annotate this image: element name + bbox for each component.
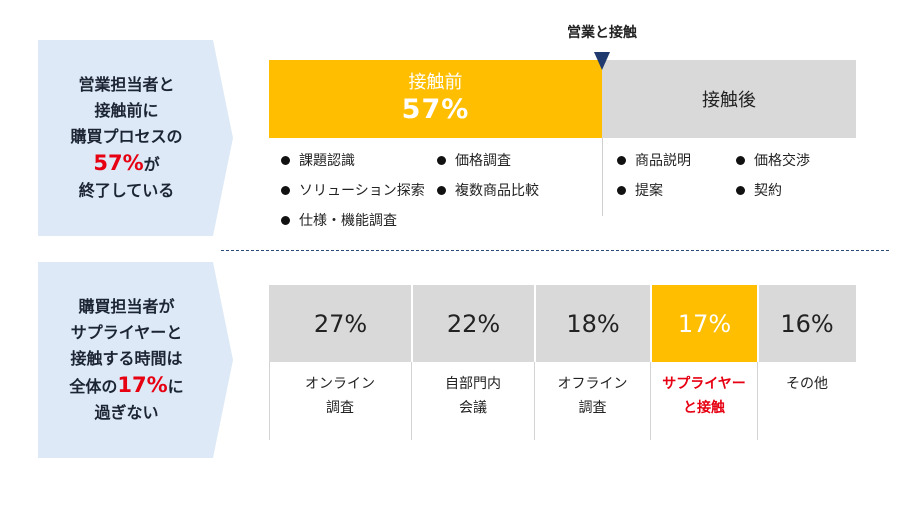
time-label-line: と接触	[651, 396, 757, 420]
bullet-icon	[736, 186, 745, 195]
after-item-label: 価格交渉	[754, 150, 810, 170]
before-item: 課題認識	[281, 150, 355, 170]
before-contact-title: 接触前	[269, 68, 602, 94]
summary-prefix: 全体の	[69, 377, 117, 396]
after-item: 価格交渉	[736, 150, 810, 170]
time-column: 27% オンライン 調査	[269, 285, 412, 440]
bullet-icon	[437, 186, 446, 195]
after-contact-title: 接触後	[702, 86, 756, 112]
before-item-label: 価格調査	[455, 150, 511, 170]
after-item: 提案	[617, 180, 663, 200]
time-column-supplier-contact: 17% サプライヤー と接触	[651, 285, 758, 440]
before-item: 価格調査	[437, 150, 511, 170]
sales-contact-label: 営業と接触	[540, 22, 664, 42]
bullet-icon	[281, 156, 290, 165]
bullet-icon	[281, 216, 290, 225]
time-label-line: その他	[758, 372, 856, 396]
bullet-icon	[736, 156, 745, 165]
time-percent: 27%	[269, 285, 412, 362]
after-item-label: 提案	[635, 180, 663, 200]
highlight-percent: 17%	[117, 373, 167, 397]
column-separator	[757, 285, 759, 362]
contact-point-marker-icon	[594, 52, 610, 70]
time-label-line: オフライン	[535, 372, 650, 396]
summary-line: サプライヤーと	[69, 320, 183, 346]
after-contact-block: 接触後	[602, 60, 856, 138]
summary-line: 接触前に	[70, 98, 182, 124]
after-item-label: 契約	[754, 180, 782, 200]
time-label-line: オンライン	[269, 372, 411, 396]
time-column: 22% 自部門内 会議	[412, 285, 535, 440]
highlight-percent: 57%	[93, 151, 143, 175]
time-label: オフライン 調査	[535, 362, 651, 440]
before-contact-percent: 57%	[269, 94, 602, 125]
before-item: 仕様・機能調査	[281, 210, 397, 230]
summary-panel-before-contact: 営業担当者と 接触前に 購買プロセスの 57%が 終了している	[38, 40, 233, 236]
after-item: 契約	[736, 180, 782, 200]
summary-line: 終了している	[70, 178, 182, 204]
bullet-icon	[617, 186, 626, 195]
column-separator	[411, 285, 413, 362]
summary-line: 過ぎない	[69, 400, 183, 426]
summary-line: 購買担当者が	[69, 294, 183, 320]
time-label: オンライン 調査	[269, 362, 412, 440]
time-percent: 16%	[758, 285, 856, 362]
section-divider	[221, 250, 889, 251]
time-percent: 18%	[535, 285, 651, 362]
before-item-label: 課題認識	[299, 150, 355, 170]
time-label-line: 自部門内	[412, 372, 534, 396]
summary-line: 接触する時間は	[69, 346, 183, 372]
time-label: サプライヤー と接触	[651, 362, 758, 440]
after-item: 商品説明	[617, 150, 691, 170]
time-percent: 17%	[651, 285, 758, 362]
time-label-line: 調査	[269, 396, 411, 420]
summary-line: 全体の17%に	[69, 372, 183, 400]
before-item: 複数商品比較	[437, 180, 539, 200]
bullet-icon	[617, 156, 626, 165]
before-contact-block: 接触前 57%	[269, 60, 602, 138]
time-label-line: 調査	[535, 396, 650, 420]
time-column: 16% その他	[758, 285, 856, 440]
summary-line: 購買プロセスの	[70, 124, 182, 150]
summary-line: 営業担当者と	[70, 72, 182, 98]
time-percent: 22%	[412, 285, 535, 362]
before-item: ソリューション探索	[281, 180, 425, 200]
before-item-label: 複数商品比較	[455, 180, 539, 200]
summary-panel-contact-time: 購買担当者が サプライヤーと 接触する時間は 全体の17%に 過ぎない	[38, 262, 233, 458]
time-label-line: サプライヤー	[651, 372, 757, 396]
before-item-label: ソリューション探索	[299, 180, 425, 200]
time-column: 18% オフライン 調査	[535, 285, 651, 440]
time-label-line: 会議	[412, 396, 534, 420]
summary-suffix: に	[168, 377, 184, 396]
after-item-label: 商品説明	[635, 150, 691, 170]
summary-line: 57%が	[70, 150, 182, 178]
bullet-icon	[281, 186, 290, 195]
timeline-divider	[602, 138, 603, 216]
time-label: その他	[758, 362, 856, 440]
time-label: 自部門内 会議	[412, 362, 535, 440]
column-separator	[534, 285, 536, 362]
summary-suffix: が	[144, 155, 160, 174]
column-separator	[650, 285, 652, 362]
bullet-icon	[437, 156, 446, 165]
before-item-label: 仕様・機能調査	[299, 210, 397, 230]
